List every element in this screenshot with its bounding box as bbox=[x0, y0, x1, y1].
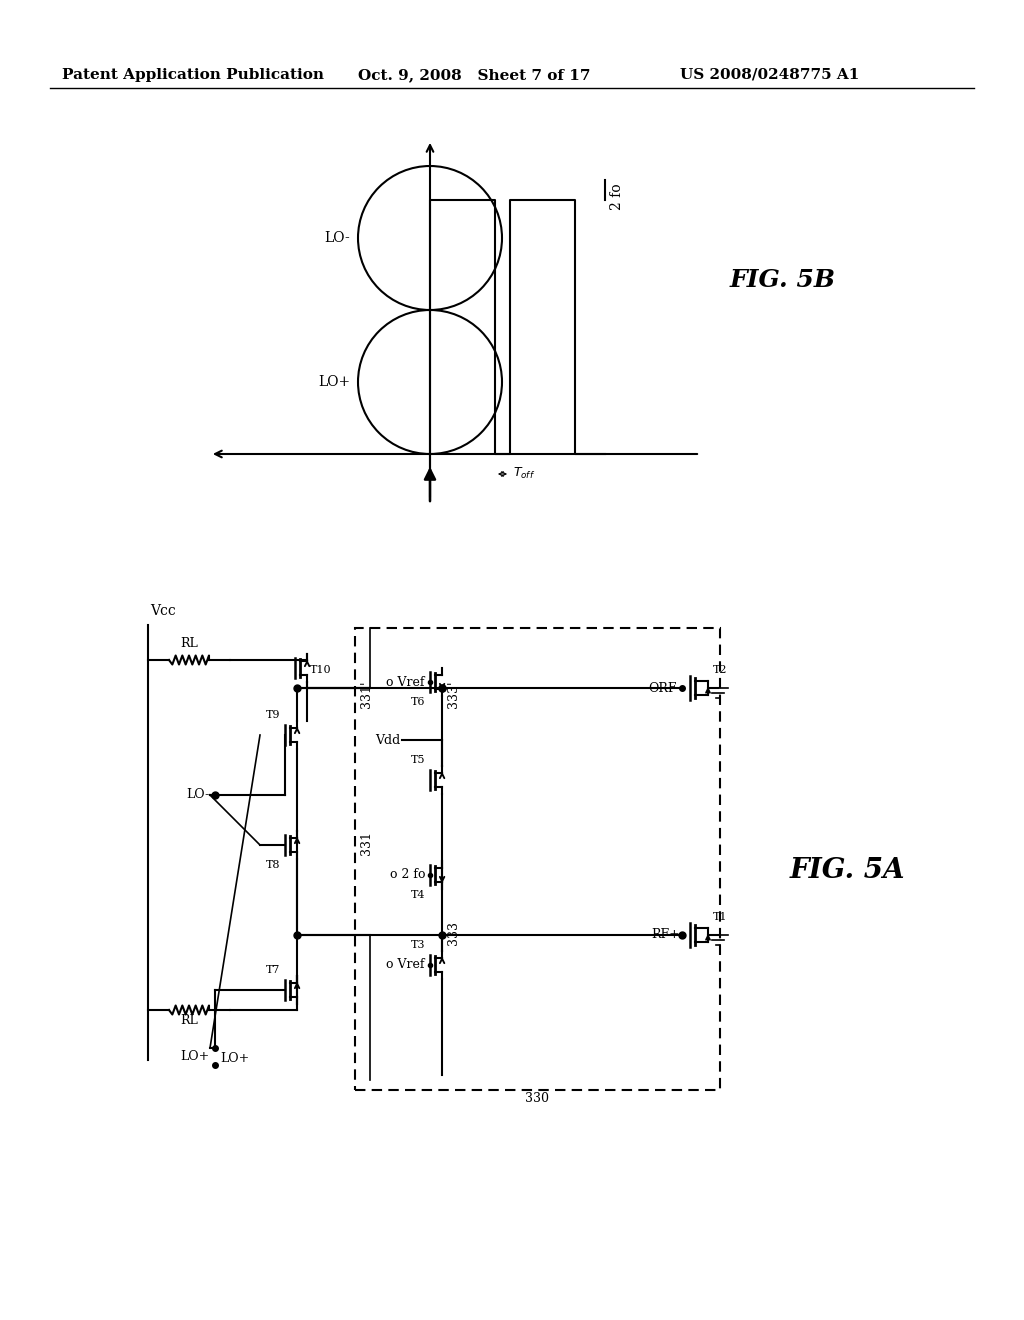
Text: LO+: LO+ bbox=[317, 375, 350, 389]
Text: Vdd: Vdd bbox=[375, 734, 400, 747]
Text: o 2 fo: o 2 fo bbox=[389, 869, 425, 882]
Text: T8: T8 bbox=[265, 859, 280, 870]
Text: FIG. 5A: FIG. 5A bbox=[790, 857, 905, 883]
Text: Oct. 9, 2008   Sheet 7 of 17: Oct. 9, 2008 Sheet 7 of 17 bbox=[358, 69, 591, 82]
Text: 330: 330 bbox=[525, 1092, 550, 1105]
Text: LO+: LO+ bbox=[181, 1049, 210, 1063]
Bar bbox=[355, 628, 720, 1090]
Text: LO+: LO+ bbox=[220, 1052, 249, 1065]
Text: T7: T7 bbox=[265, 965, 280, 975]
Text: T1: T1 bbox=[713, 912, 727, 921]
Text: 333': 333' bbox=[447, 681, 460, 708]
Text: RL: RL bbox=[180, 1014, 198, 1027]
Text: 331: 331 bbox=[360, 832, 373, 855]
Text: o Vref: o Vref bbox=[386, 958, 425, 972]
Text: T9: T9 bbox=[265, 710, 280, 721]
Text: 2 fo: 2 fo bbox=[610, 183, 624, 210]
Text: T10: T10 bbox=[310, 665, 332, 676]
Text: Vcc: Vcc bbox=[150, 605, 176, 618]
Text: o Vref: o Vref bbox=[386, 676, 425, 689]
Text: T6: T6 bbox=[411, 697, 425, 706]
Text: 331': 331' bbox=[360, 680, 373, 708]
Text: ORF-: ORF- bbox=[648, 681, 680, 694]
Text: T2: T2 bbox=[713, 665, 727, 675]
Text: FIG. 5B: FIG. 5B bbox=[730, 268, 836, 292]
Text: $T_{off}$: $T_{off}$ bbox=[513, 466, 536, 480]
Text: RF+: RF+ bbox=[651, 928, 680, 941]
Text: LO-: LO- bbox=[325, 231, 350, 246]
Text: US 2008/0248775 A1: US 2008/0248775 A1 bbox=[680, 69, 859, 82]
Text: T3: T3 bbox=[411, 940, 425, 950]
Text: Patent Application Publication: Patent Application Publication bbox=[62, 69, 324, 82]
Text: 333: 333 bbox=[447, 921, 460, 945]
Text: LO-: LO- bbox=[186, 788, 210, 801]
Text: RL: RL bbox=[180, 638, 198, 649]
Text: T5: T5 bbox=[411, 755, 425, 766]
Text: T4: T4 bbox=[411, 890, 425, 900]
